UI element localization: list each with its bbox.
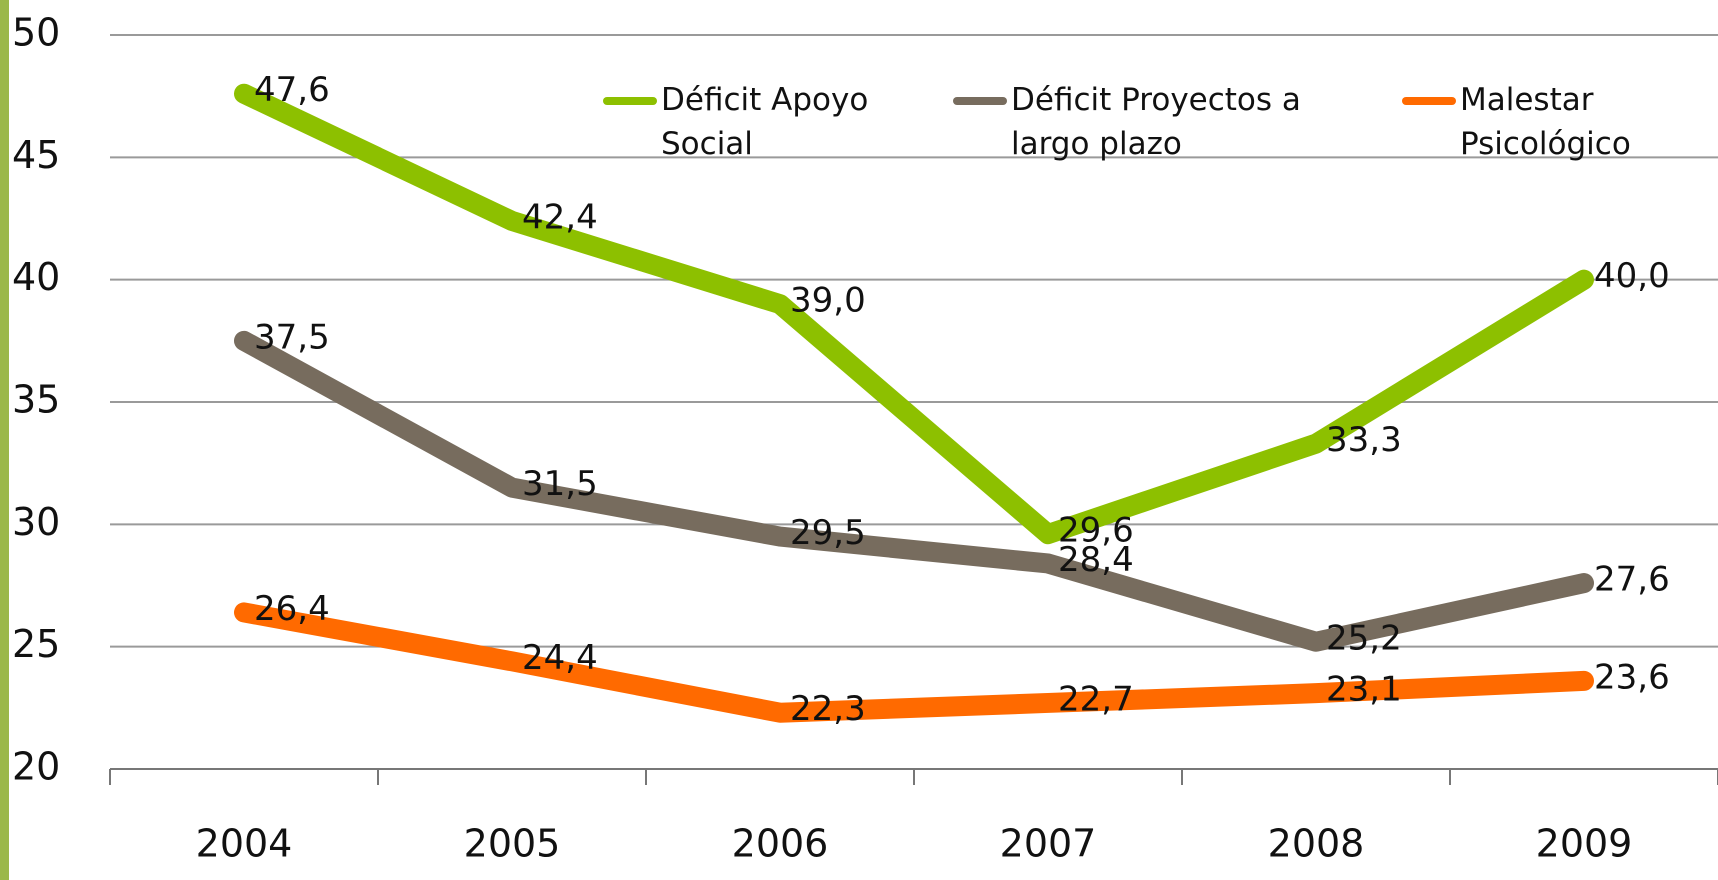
data-label: 28,4 [1058,540,1134,580]
data-label: 22,7 [1058,679,1134,719]
y-tick-label: 35 [12,378,60,422]
legend-label: Malestar Psicológico [1460,82,1631,162]
series-line [234,330,1594,652]
data-label: 24,4 [522,638,598,678]
data-label: 29,6 [1058,511,1134,551]
data-label: 42,4 [522,197,598,237]
legend-label: Déficit Proyectos a largo plazo [1011,82,1301,162]
data-label: 23,1 [1326,670,1402,710]
y-tick-label: 40 [12,255,60,299]
x-tick-label: 2007 [1000,822,1097,866]
legend-label: Déficit Apoyo Social [661,82,869,162]
x-tick-label: 2006 [732,822,829,866]
x-tick-label: 2008 [1268,822,1365,866]
legend-swatch [1402,97,1456,105]
legend-swatch [603,97,657,105]
data-label: 25,2 [1326,618,1402,658]
data-label: 33,3 [1326,420,1402,460]
legend-swatch [953,97,1007,105]
side-strip [0,0,9,880]
data-label: 22,3 [790,689,866,729]
data-label: 27,6 [1594,560,1670,600]
series-line [234,602,1594,723]
data-label: 26,4 [254,589,330,629]
y-tick-label: 30 [12,500,60,544]
data-label: 40,0 [1594,256,1670,296]
data-label: 29,5 [790,513,866,553]
y-tick-label: 20 [12,745,60,789]
data-label: 47,6 [254,70,330,110]
x-tick-label: 2009 [1536,822,1633,866]
data-label: 23,6 [1594,657,1670,697]
y-tick-label: 25 [12,622,60,666]
data-label: 31,5 [522,464,598,504]
y-tick-label: 45 [12,133,60,177]
x-tick-label: 2004 [196,822,293,866]
x-tick-label: 2005 [464,822,561,866]
data-label: 37,5 [254,317,330,357]
y-tick-label: 50 [12,11,60,55]
data-label: 39,0 [790,281,866,321]
series-line [234,83,1594,545]
